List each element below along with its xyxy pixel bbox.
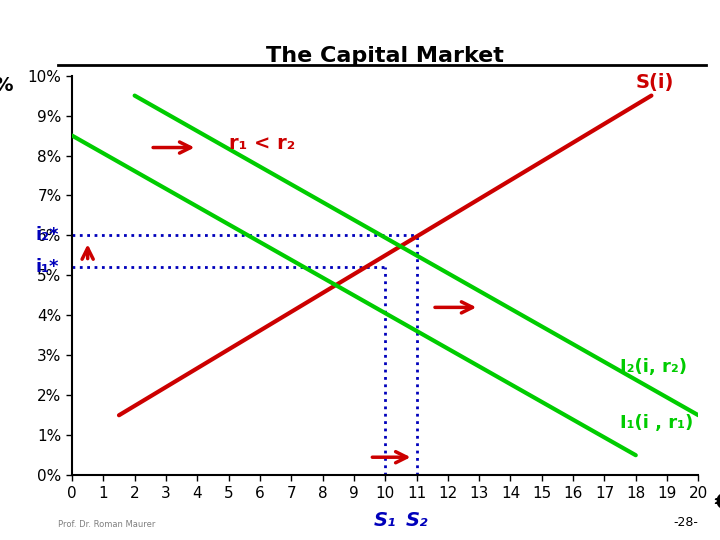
Text: i₁*: i₁* [36, 259, 60, 276]
Text: S₁: S₁ [374, 511, 397, 530]
Text: I₂(i, r₂): I₂(i, r₂) [620, 359, 687, 376]
Text: -28-: -28- [673, 516, 698, 529]
Text: i₂*: i₂* [36, 226, 60, 245]
Text: Prof. Dr. Roman Maurer: Prof. Dr. Roman Maurer [58, 520, 155, 529]
Title: The Capital Market: The Capital Market [266, 46, 504, 66]
Text: €: € [714, 493, 720, 513]
Text: S₂: S₂ [405, 511, 428, 530]
Text: I₁(i , r₁): I₁(i , r₁) [620, 414, 693, 432]
Text: %: % [0, 76, 13, 94]
Text: r₁ < r₂: r₁ < r₂ [229, 134, 295, 153]
Text: S(i): S(i) [636, 72, 674, 92]
